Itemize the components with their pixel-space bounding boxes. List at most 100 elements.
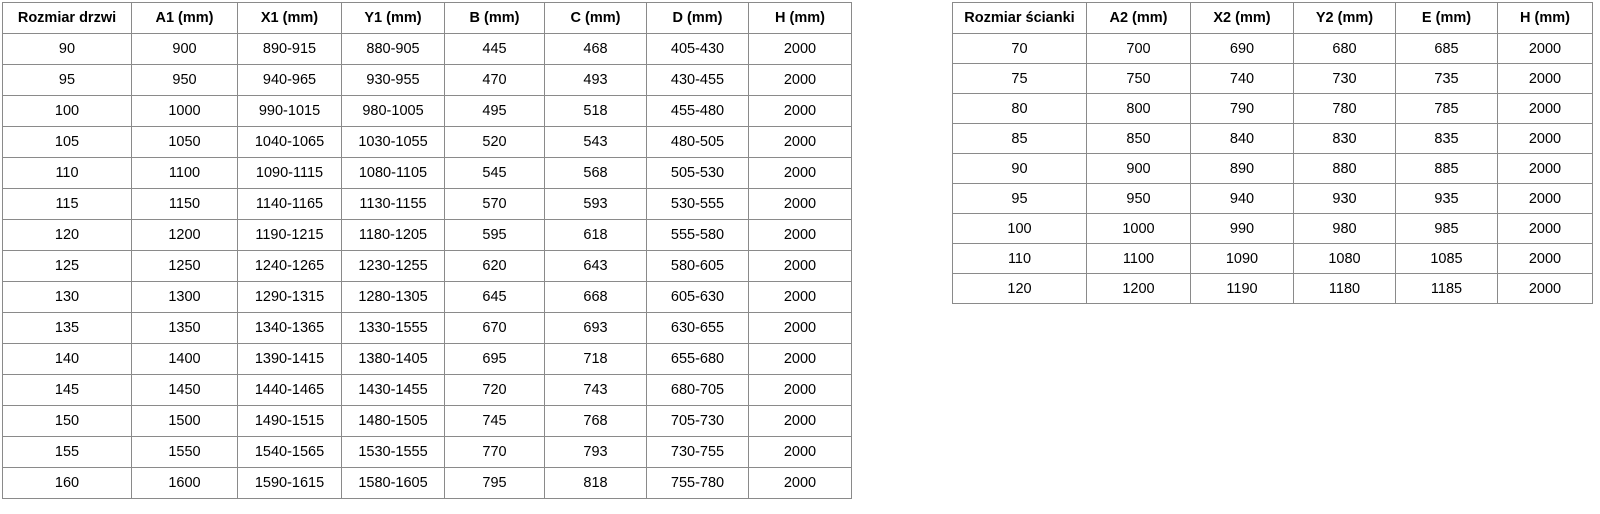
table-cell: 543 <box>544 126 647 158</box>
table-cell: 2000 <box>1497 183 1593 214</box>
table-cell: 930 <box>1293 183 1396 214</box>
table-cell: 1380-1405 <box>341 343 445 375</box>
table-cell: 1050 <box>131 126 238 158</box>
table-cell: 1600 <box>131 467 238 499</box>
column-header-d1: A1 (mm) <box>131 2 238 34</box>
table-row: 70 700 690 680 685 2000 <box>952 33 1593 64</box>
table-cell: 755-780 <box>646 467 749 499</box>
table-cell: 1280-1305 <box>341 281 445 313</box>
table-cell: 593 <box>544 188 647 220</box>
table-row: 90 900 890 880 885 2000 <box>952 153 1593 184</box>
table-cell: 2000 <box>748 157 852 189</box>
table-cell: 160 <box>2 467 132 499</box>
table-cell: 685 <box>1395 33 1498 64</box>
table-cell: 1000 <box>1086 213 1191 244</box>
table-cell: 950 <box>1086 183 1191 214</box>
table-cell: 85 <box>952 123 1087 154</box>
table-cell: 480-505 <box>646 126 749 158</box>
table-row: 110 1100 1090 1080 1085 2000 <box>952 243 1593 274</box>
table-cell: 495 <box>444 95 545 127</box>
table-cell: 630-655 <box>646 312 749 344</box>
table-row: 75 750 740 730 735 2000 <box>952 63 1593 94</box>
table-cell: 885 <box>1395 153 1498 184</box>
table-cell: 2000 <box>748 188 852 220</box>
column-header-d2: X1 (mm) <box>237 2 342 34</box>
table-cell: 470 <box>444 64 545 96</box>
table-cell: 2000 <box>748 405 852 437</box>
table-cell: 1250 <box>131 250 238 282</box>
table-cell: 150 <box>2 405 132 437</box>
table-cell: 1190 <box>1190 273 1294 304</box>
table-row: 80 800 790 780 785 2000 <box>952 93 1593 124</box>
table-cell: 80 <box>952 93 1087 124</box>
table-cell: 818 <box>544 467 647 499</box>
table-cell: 770 <box>444 436 545 468</box>
table-header-row: Rozmiar drzwi A1 (mm) X1 (mm) Y1 (mm) B (mm)… <box>2 2 852 34</box>
table-cell: 795 <box>444 467 545 499</box>
table-cell: 1240-1265 <box>237 250 342 282</box>
table-cell: 135 <box>2 312 132 344</box>
table-cell: 1130-1155 <box>341 188 445 220</box>
table-cell: 455-480 <box>646 95 749 127</box>
table-row: 145 1450 1440-1465 1430-1455 720 743 680-705 20… <box>2 374 852 406</box>
table-cell: 2000 <box>748 33 852 65</box>
table-cell: 645 <box>444 281 545 313</box>
table-cell: 1080-1105 <box>341 157 445 189</box>
table-cell: 990 <box>1190 213 1294 244</box>
table-cell: 1490-1515 <box>237 405 342 437</box>
table-cell: 1180-1205 <box>341 219 445 251</box>
table-row: 95 950 940-965 930-955 470 493 430-455 2000 <box>2 64 852 96</box>
table-cell: 155 <box>2 436 132 468</box>
table-cell: 718 <box>544 343 647 375</box>
table-cell: 935 <box>1395 183 1498 214</box>
table-cell: 115 <box>2 188 132 220</box>
table-row: 120 1200 1190 1180 1185 2000 <box>952 273 1593 304</box>
table-cell: 705-730 <box>646 405 749 437</box>
table-cell: 545 <box>444 157 545 189</box>
table-cell: 568 <box>544 157 647 189</box>
table-cell: 900 <box>131 33 238 65</box>
doors-table-body: 90 900 890-915 880-905 445 468 405-430 2000 95 95… <box>2 33 852 499</box>
table-cell: 735 <box>1395 63 1498 94</box>
table-cell: 405-430 <box>646 33 749 65</box>
table-cell: 2000 <box>1497 213 1593 244</box>
table-row: 120 1200 1190-1215 1180-1205 595 618 555-580 20… <box>2 219 852 251</box>
table-cell: 95 <box>952 183 1087 214</box>
table-cell: 2000 <box>1497 243 1593 274</box>
table-cell: 2000 <box>748 467 852 499</box>
table-cell: 790 <box>1190 93 1294 124</box>
table-cell: 145 <box>2 374 132 406</box>
table-cell: 2000 <box>748 219 852 251</box>
column-header-w1: A2 (mm) <box>1086 2 1191 34</box>
table-cell: 940 <box>1190 183 1294 214</box>
table-cell: 555-580 <box>646 219 749 251</box>
table-cell: 2000 <box>748 64 852 96</box>
walls-table-header: Rozmiar ścianki A2 (mm) X2 (mm) Y2 (mm) E (m… <box>952 2 1593 34</box>
table-cell: 668 <box>544 281 647 313</box>
table-cell: 743 <box>544 374 647 406</box>
table-cell: 1090 <box>1190 243 1294 274</box>
table-cell: 1085 <box>1395 243 1498 274</box>
table-cell: 1030-1055 <box>341 126 445 158</box>
table-cell: 605-630 <box>646 281 749 313</box>
table-row: 100 1000 990-1015 980-1005 495 518 455-480 2000 <box>2 95 852 127</box>
doors-table-header: Rozmiar drzwi A1 (mm) X1 (mm) Y1 (mm) B (mm)… <box>2 2 852 34</box>
table-cell: 740 <box>1190 63 1294 94</box>
table-row: 95 950 940 930 935 2000 <box>952 183 1593 214</box>
table-cell: 1580-1605 <box>341 467 445 499</box>
table-cell: 445 <box>444 33 545 65</box>
table-cell: 493 <box>544 64 647 96</box>
table-cell: 2000 <box>748 126 852 158</box>
table-row: 100 1000 990 980 985 2000 <box>952 213 1593 244</box>
table-row: 130 1300 1290-1315 1280-1305 645 668 605-630 20… <box>2 281 852 313</box>
table-row: 150 1500 1490-1515 1480-1505 745 768 705-730 20… <box>2 405 852 437</box>
table-cell: 1450 <box>131 374 238 406</box>
table-cell: 1000 <box>131 95 238 127</box>
table-cell: 618 <box>544 219 647 251</box>
table-row: 125 1250 1240-1265 1230-1255 620 643 580-605 20… <box>2 250 852 282</box>
table-cell: 1440-1465 <box>237 374 342 406</box>
table-cell: 1200 <box>131 219 238 251</box>
table-cell: 680-705 <box>646 374 749 406</box>
column-header-w0: Rozmiar ścianki <box>952 2 1087 34</box>
table-cell: 720 <box>444 374 545 406</box>
